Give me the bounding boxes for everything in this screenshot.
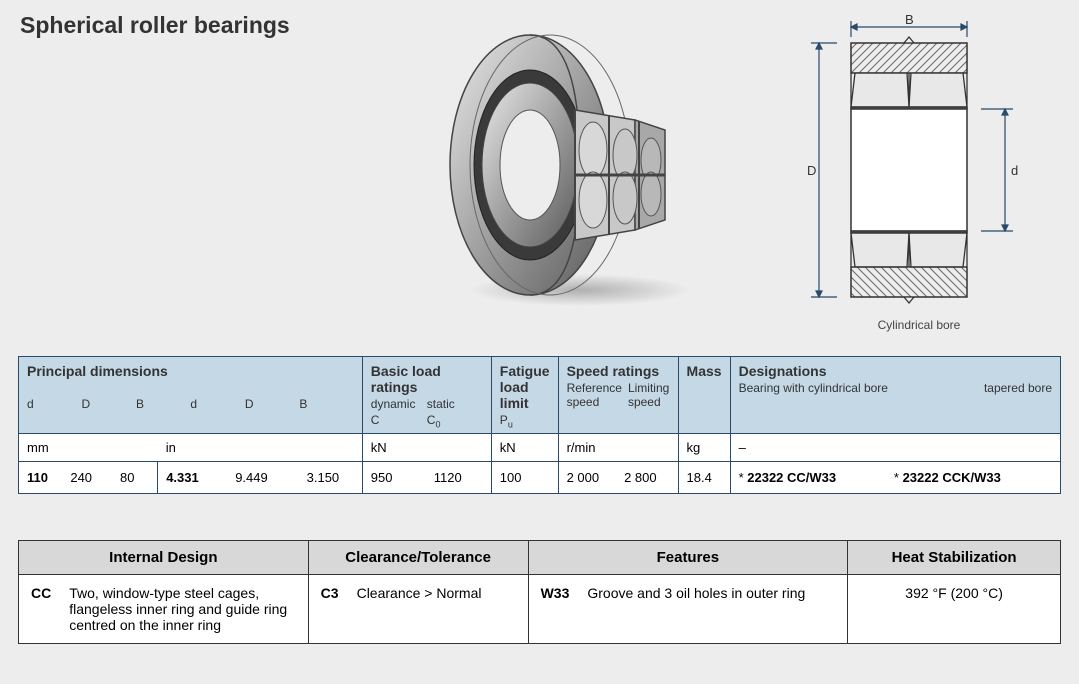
cell-B-in: 3.150 [299,462,363,494]
unit-mm: mm [19,434,158,462]
col-d-in: d [190,397,244,411]
col-lim-speed: Limiting speed [628,381,670,409]
unit-kn2: kN [491,434,558,462]
cell-C0: 1120 [426,462,492,494]
cell-desig2: * 23222 CCK/W33 [886,462,1061,494]
col-C0: C0 [427,413,483,429]
features-row: CC Two, window-type steel cages, flangel… [19,575,1061,644]
col-basic-load: Basic load ratings [371,363,483,395]
svg-text:B: B [905,12,914,27]
internal-text: Two, window-type steel cages, flangeless… [69,585,295,633]
bearing-illustration [420,20,720,310]
hdr-clearance: Clearance/Tolerance [308,541,528,575]
schematic-drawing: B D d [789,10,1049,320]
cell-C: 950 [362,462,425,494]
cell-mass: 18.4 [678,462,730,494]
col-dynamic: dynamic [371,397,427,411]
col-B-in: B [299,397,353,411]
svg-text:d: d [1011,163,1018,178]
cell-d-mm: 110 [19,462,63,494]
cell-desig1: * 22322 CC/W33 [730,462,886,494]
page-title: Spherical roller bearings [20,12,290,39]
hdr-heat: Heat Stabilization [848,541,1061,575]
col-principal: Principal dimensions [27,363,354,379]
col-static: static [427,397,483,411]
dimensions-table: Principal dimensions d D B d D B Basic l… [18,356,1061,494]
internal-code: CC [31,585,59,633]
col-tap-bore: tapered bore [901,381,1052,395]
col-B-mm: B [136,397,190,411]
svg-text:D: D [807,163,816,178]
cell-ref-speed: 2 000 [558,462,616,494]
cell-B-mm: 80 [112,462,158,494]
hdr-features: Features [528,541,848,575]
data-row: 110 240 80 4.331 9.449 3.150 950 1120 10… [19,462,1061,494]
col-d-mm: d [27,397,81,411]
col-mass: Mass [687,363,722,379]
col-speed: Speed ratings [567,363,670,379]
hdr-internal: Internal Design [19,541,309,575]
unit-rmin: r/min [558,434,678,462]
col-designations: Designations [739,363,1052,379]
features-code: W33 [541,585,578,601]
unit-kn1: kN [362,434,491,462]
col-D-mm: D [81,397,135,411]
unit-dash: – [730,434,1060,462]
features-table: Internal Design Clearance/Tolerance Feat… [18,540,1061,644]
cell-d-in: 4.331 [158,462,228,494]
cell-Pu: 100 [491,462,558,494]
col-fatigue: Fatigue load limit [500,363,550,411]
clearance-text: Clearance > Normal [357,585,482,601]
col-cyl-bore: Bearing with cylindrical bore [739,381,890,395]
units-row: mm in kN kN r/min kg – [19,434,1061,462]
schematic-caption: Cylindrical bore [819,318,1019,332]
unit-kg: kg [678,434,730,462]
col-ref-speed: Reference speed [567,381,622,409]
clearance-code: C3 [321,585,347,601]
col-C: C [371,413,427,429]
unit-in: in [158,434,363,462]
cell-lim-speed: 2 800 [616,462,678,494]
features-text: Groove and 3 oil holes in outer ring [587,585,805,601]
cell-D-mm: 240 [62,462,112,494]
heat-text: 392 °F (200 °C) [848,575,1061,644]
col-D-in: D [245,397,299,411]
cell-D-in: 9.449 [227,462,298,494]
col-Pu: Pu [500,413,550,429]
